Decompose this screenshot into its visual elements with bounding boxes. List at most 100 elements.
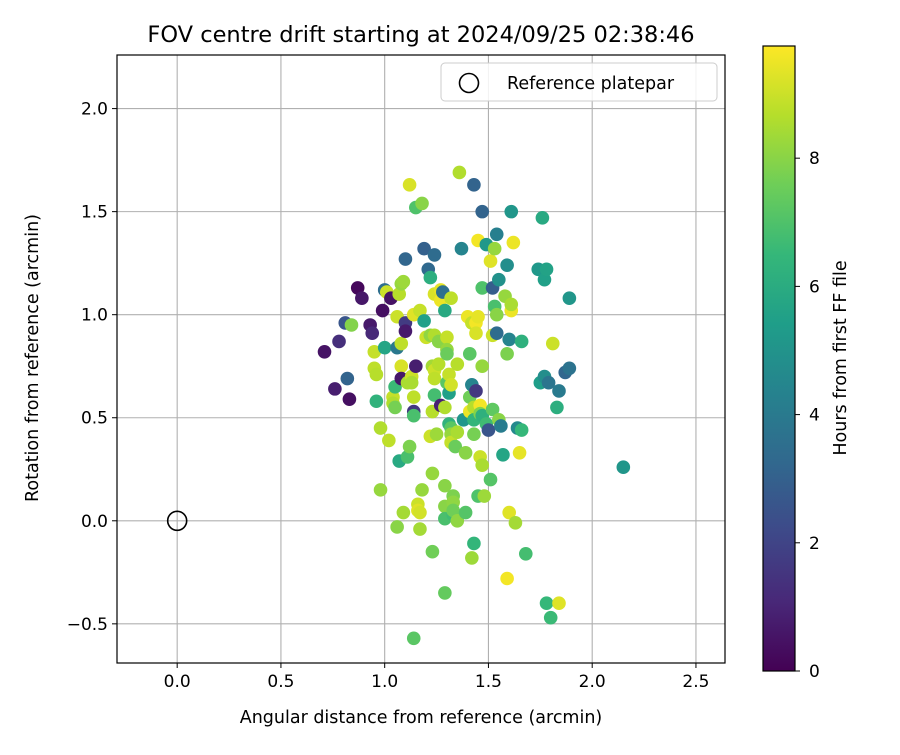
- data-point: [400, 450, 415, 464]
- data-point: [485, 402, 500, 417]
- data-point: [444, 377, 458, 392]
- data-point: [392, 287, 407, 301]
- y-axis-label: Rotation from reference (arcmin): [23, 214, 43, 502]
- data-point: [406, 390, 421, 404]
- data-point: [396, 505, 411, 520]
- data-point: [502, 505, 516, 520]
- colorbar: 0 2 4 6 8: [762, 45, 820, 682]
- data-point: [404, 375, 419, 390]
- colorbar-bar: [762, 45, 796, 672]
- data-point: [552, 596, 566, 611]
- data-point: [469, 326, 483, 341]
- data-point: [417, 314, 431, 328]
- data-point: [317, 344, 332, 359]
- data-point: [465, 551, 479, 565]
- data-point: [388, 400, 402, 415]
- data-point: [413, 522, 427, 536]
- data-point: [413, 303, 427, 318]
- data-point: [481, 423, 496, 437]
- data-point: [504, 297, 519, 312]
- colorbar-label: Hours from first FF file: [831, 260, 851, 455]
- data-point: [475, 359, 490, 374]
- data-point: [406, 631, 421, 646]
- data-point: [369, 367, 384, 382]
- data-point: [375, 303, 390, 318]
- data-point: [377, 340, 392, 355]
- data-point: [500, 258, 514, 273]
- data-point: [469, 384, 483, 398]
- y-tick-label: −0.5: [67, 615, 108, 635]
- data-point: [471, 309, 485, 324]
- data-point: [423, 270, 438, 285]
- data-point: [489, 326, 504, 341]
- data-point: [494, 419, 508, 433]
- data-point: [446, 503, 460, 518]
- data-point: [487, 241, 502, 256]
- reference-marker-group: [166, 510, 188, 532]
- data-point: [427, 248, 442, 262]
- legend-marker-icon: [458, 72, 480, 94]
- data-point: [402, 178, 417, 192]
- data-point: [438, 303, 452, 318]
- data-point: [475, 281, 490, 295]
- data-point: [512, 445, 527, 460]
- data-point: [500, 571, 514, 586]
- data-point: [369, 394, 384, 409]
- data-point: [425, 466, 440, 481]
- data-point: [444, 291, 458, 306]
- data-point: [467, 427, 481, 442]
- data-point: [616, 460, 631, 475]
- data-point: [543, 610, 558, 625]
- data-point: [350, 281, 365, 295]
- x-tick-label: 0.0: [164, 672, 191, 692]
- data-point: [394, 359, 409, 374]
- data-point: [452, 165, 467, 180]
- data-point: [398, 252, 413, 266]
- x-axis-label: Angular distance from reference (arcmin): [240, 708, 603, 728]
- data-point: [514, 423, 529, 437]
- y-tick-label: 0.5: [81, 409, 108, 429]
- data-point: [417, 241, 431, 256]
- data-point: [492, 272, 506, 287]
- data-point: [440, 330, 454, 345]
- data-point: [442, 367, 456, 382]
- data-point: [431, 357, 446, 371]
- data-point: [508, 516, 523, 530]
- data-points: [317, 165, 631, 646]
- data-point: [467, 536, 481, 551]
- axes: 0.0 0.5 1.0 1.5 2.0 2.5 −0.5 0.0 0.5 1.0 1.5 2.0: [67, 54, 726, 692]
- y-tick-label: 1.5: [81, 203, 108, 223]
- data-point: [390, 520, 404, 534]
- data-point: [462, 347, 477, 361]
- data-point: [427, 388, 442, 402]
- data-point: [500, 347, 514, 361]
- data-point: [552, 384, 566, 398]
- legend: Reference platepar: [440, 62, 718, 102]
- data-point: [429, 427, 444, 442]
- data-point: [537, 272, 552, 287]
- data-point: [413, 505, 427, 520]
- colorbar-tick-label: 2: [809, 534, 820, 554]
- x-tick-label: 0.5: [267, 672, 294, 692]
- data-point: [373, 421, 388, 435]
- data-point: [450, 357, 465, 371]
- data-point: [365, 326, 380, 341]
- data-point: [483, 472, 498, 487]
- data-point: [406, 408, 421, 423]
- data-point: [427, 371, 442, 386]
- y-tick-label: 0.0: [81, 512, 108, 532]
- data-point: [402, 439, 417, 454]
- grid-lines: [117, 55, 725, 663]
- data-point: [458, 505, 473, 520]
- colorbar-tick-label: 0: [809, 662, 820, 682]
- data-point: [467, 178, 481, 192]
- data-point: [450, 513, 465, 528]
- y-tick-label: 1.0: [81, 306, 108, 326]
- reference-platepar-marker: [166, 510, 188, 532]
- data-point: [332, 334, 346, 349]
- colorbar-tick-label: 6: [809, 277, 820, 297]
- data-point: [398, 324, 413, 338]
- data-point: [539, 596, 554, 611]
